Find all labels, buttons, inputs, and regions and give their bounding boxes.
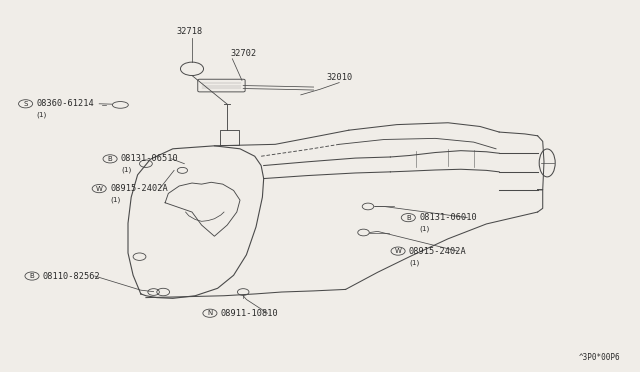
Text: (1): (1) bbox=[110, 196, 120, 203]
Text: 08911-10810: 08911-10810 bbox=[221, 309, 278, 318]
Text: 08131-06010: 08131-06010 bbox=[419, 213, 477, 222]
Text: 08110-82562: 08110-82562 bbox=[43, 272, 100, 280]
Text: (1): (1) bbox=[36, 112, 47, 118]
Text: 08131-06510: 08131-06510 bbox=[121, 154, 179, 163]
Text: 08915-2402A: 08915-2402A bbox=[110, 184, 168, 193]
Text: B: B bbox=[108, 156, 113, 162]
Text: (1): (1) bbox=[419, 225, 429, 232]
Text: B: B bbox=[406, 215, 411, 221]
Text: 08915-2402A: 08915-2402A bbox=[409, 247, 467, 256]
Text: (1): (1) bbox=[409, 259, 419, 266]
Text: ^3P0*00P6: ^3P0*00P6 bbox=[579, 353, 621, 362]
Text: S: S bbox=[24, 101, 28, 107]
Text: 32718: 32718 bbox=[176, 27, 203, 36]
Text: W: W bbox=[96, 186, 102, 192]
Text: W: W bbox=[395, 248, 401, 254]
Text: B: B bbox=[29, 273, 35, 279]
Text: (1): (1) bbox=[121, 167, 131, 173]
Text: N: N bbox=[207, 310, 212, 316]
Text: 08360-61214: 08360-61214 bbox=[36, 99, 94, 108]
Text: 32702: 32702 bbox=[230, 49, 257, 58]
Text: 32010: 32010 bbox=[326, 73, 353, 82]
